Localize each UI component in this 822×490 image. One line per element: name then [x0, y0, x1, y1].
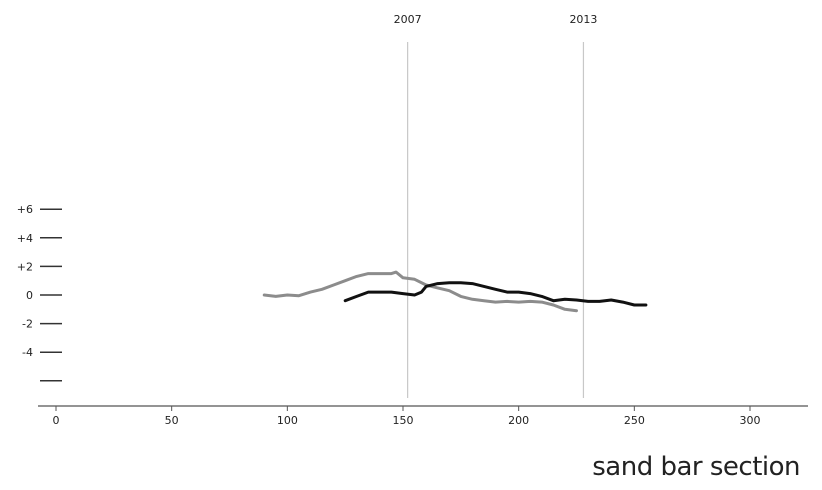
x-tick-label: 200	[508, 414, 529, 427]
chart-caption: sand bar section	[592, 452, 800, 482]
x-tick-label: 150	[393, 414, 414, 427]
y-tick-label: +2	[17, 260, 33, 273]
year-markers: 2007 2013	[394, 13, 597, 398]
profile-lines	[262, 270, 648, 313]
profile-line-1	[262, 270, 578, 313]
x-axis: 0 50 100 150 200 250 300	[38, 405, 808, 427]
y-tick-label: +6	[17, 203, 33, 216]
y-axis: +6 +4 +2 0 -2 -4	[17, 203, 62, 382]
x-tick-label: 100	[277, 414, 298, 427]
year-marker-label: 2013	[569, 13, 597, 26]
x-tick-label: 50	[165, 414, 179, 427]
y-tick-label: +4	[17, 232, 33, 245]
y-tick-label: -4	[22, 346, 33, 359]
x-tick-label: 250	[624, 414, 645, 427]
x-tick-label: 0	[53, 414, 60, 427]
profile-line-2	[343, 281, 648, 307]
y-tick-label: -2	[22, 318, 33, 331]
y-tick-label: 0	[26, 289, 33, 302]
year-marker-label: 2007	[394, 13, 422, 26]
x-tick-label: 300	[740, 414, 761, 427]
